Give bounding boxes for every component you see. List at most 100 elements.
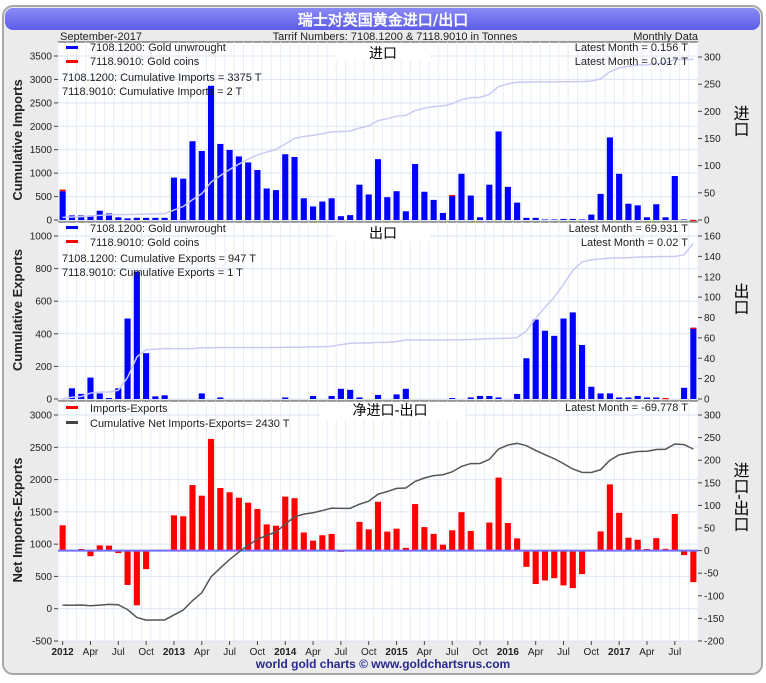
bar-coins [449, 195, 455, 196]
left-tick-label: 2500 [30, 98, 53, 109]
right-tick-label: 50 [704, 524, 716, 535]
right-tick-label: 300 [704, 411, 721, 422]
left-tick-label: 200 [35, 362, 52, 373]
bar-unwrought [505, 187, 511, 220]
right-tick-label: 0 [704, 216, 710, 227]
bar-unwrought [273, 190, 279, 220]
bar-net [533, 551, 539, 584]
bar-unwrought [644, 397, 650, 399]
bar-unwrought [588, 387, 594, 399]
cumulative-text: 7118.9010: Cumulative Imports = 2 T [62, 86, 243, 98]
bar-net [227, 492, 233, 550]
right-tick-label: 60 [704, 333, 716, 344]
x-tick-label: 2013 [163, 647, 186, 658]
legend-swatch-unwrought [66, 226, 78, 229]
left-tick-label: 1000 [30, 169, 53, 180]
bar-net [449, 530, 455, 550]
bar-unwrought [264, 188, 270, 220]
panel-label: 净进口-出口 [352, 403, 427, 419]
bar-unwrought [579, 345, 585, 399]
x-tick-label: 2017 [608, 647, 631, 658]
right-tick-label: 40 [704, 354, 716, 365]
bar-unwrought [310, 396, 316, 399]
bar-net [60, 525, 66, 550]
bar-unwrought [588, 215, 594, 220]
left-tick-label: 1000 [30, 540, 53, 551]
bar-unwrought [477, 396, 483, 399]
bar-unwrought [217, 397, 223, 399]
y2-axis-title-imports: 进口 [731, 105, 750, 137]
bar-net [384, 532, 390, 551]
bar-unwrought [672, 176, 678, 220]
legend-swatch-cumulative [66, 421, 78, 424]
bar-unwrought [560, 219, 566, 220]
bar-unwrought [440, 213, 446, 220]
bar-unwrought [551, 336, 557, 399]
bar-unwrought [208, 86, 214, 220]
bar-coins [690, 328, 696, 329]
footer-credit: world gold charts © www.goldchartsrus.co… [255, 657, 510, 671]
bar-unwrought [607, 137, 613, 220]
legend-label: Cumulative Net Imports-Exports= 2430 T [90, 418, 290, 430]
bar-unwrought [468, 397, 474, 399]
right-tick-label: 150 [704, 478, 721, 489]
bar-net [458, 512, 464, 550]
panel-label: 出口 [369, 226, 397, 242]
bar-unwrought [162, 218, 168, 220]
bar-net [653, 538, 659, 550]
bar-unwrought [681, 219, 687, 220]
right-tick-label: 200 [704, 456, 721, 467]
bar-net [523, 551, 529, 567]
bar-unwrought [496, 131, 502, 220]
bar-unwrought [598, 393, 604, 399]
y-axis-title-imports: Cumulative Imports [10, 79, 25, 200]
bar-unwrought [551, 219, 557, 220]
right-tick-label: -200 [704, 637, 724, 648]
bar-unwrought [486, 396, 492, 399]
bar-unwrought [310, 206, 316, 220]
bar-net [143, 551, 149, 570]
x-tick-label: Oct [138, 647, 154, 658]
bar-unwrought [366, 194, 372, 220]
net-panel: -500050010001500200025003000-200-150-100… [30, 401, 725, 648]
right-tick-label: 150 [704, 134, 721, 145]
bar-net [366, 529, 372, 550]
y-axis-title-exports: Cumulative Exports [10, 249, 25, 371]
bar-unwrought [542, 331, 548, 399]
bar-net [189, 485, 195, 551]
x-tick-label: Jul [557, 647, 570, 658]
cumulative-text: 7108.1200: Cumulative Imports = 3375 T [62, 72, 262, 84]
bar-net [412, 504, 418, 551]
legend-label: 7118.9010: Gold coins [90, 56, 200, 68]
x-tick-label: Apr [194, 647, 210, 658]
bar-net [208, 439, 214, 551]
bar-unwrought [570, 219, 576, 220]
x-tick-label: Apr [83, 647, 99, 658]
bar-net [496, 478, 502, 551]
bar-unwrought [125, 319, 131, 399]
left-tick-label: 2500 [30, 443, 53, 454]
bar-coins [690, 220, 696, 221]
right-tick-label: 100 [704, 501, 721, 512]
bar-unwrought [106, 398, 112, 399]
legend-swatch-unwrought [66, 46, 78, 49]
bar-unwrought [644, 217, 650, 220]
bar-net [635, 540, 641, 551]
bar-net [542, 551, 548, 581]
bar-unwrought [625, 397, 631, 399]
right-tick-label: -100 [704, 591, 724, 602]
bar-unwrought [329, 198, 335, 220]
bar-net [329, 534, 335, 551]
bar-unwrought [598, 194, 604, 220]
bar-unwrought [97, 393, 103, 399]
right-tick-label: 80 [704, 313, 716, 324]
left-tick-label: 3000 [30, 411, 53, 422]
bar-unwrought [393, 191, 399, 220]
bar-unwrought [607, 393, 613, 399]
legend-label: 7118.9010: Gold coins [90, 237, 200, 249]
left-tick-label: 0 [46, 604, 52, 615]
x-tick-label: Jul [223, 647, 236, 658]
bar-net [217, 488, 223, 551]
bar-unwrought [616, 174, 622, 220]
